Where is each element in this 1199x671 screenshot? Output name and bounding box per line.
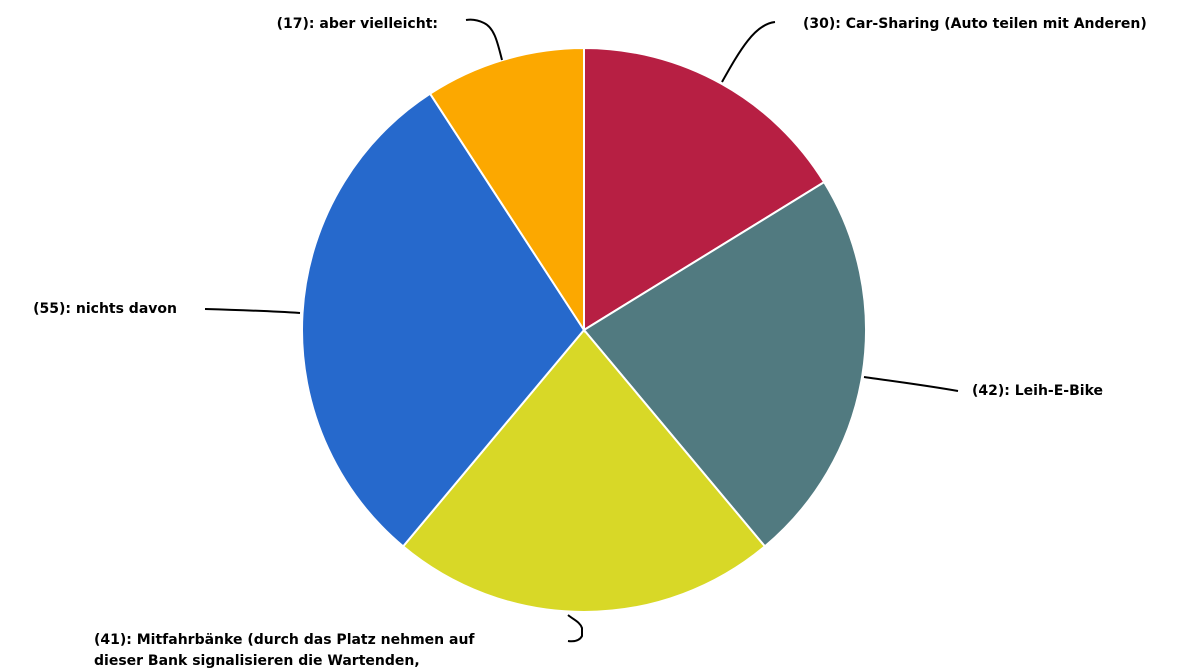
slice-nichts-davon xyxy=(301,92,586,548)
slice-aber-vielleicht xyxy=(428,46,585,334)
pie-slices xyxy=(301,46,867,613)
leader-nichts-davon xyxy=(204,308,301,314)
label-car-sharing: (30): Car-Sharing (Auto teilen mit Ander… xyxy=(803,16,1147,32)
label-mitfahrbaenke: (41): Mitfahrbänke (durch das Platz nehm… xyxy=(94,632,475,648)
slice-leih-e-bike xyxy=(582,180,867,548)
leader-car-sharing xyxy=(721,21,776,83)
label-aber-vielleicht: (17): aber vielleicht: xyxy=(277,16,438,32)
label-nichts-davon: (55): nichts davon xyxy=(33,301,177,317)
leader-leih-e-bike xyxy=(863,376,959,392)
label-mitfahrbaenke-line2: dieser Bank signalisieren die Wartenden, xyxy=(94,653,420,669)
label-leih-e-bike: (42): Leih-E-Bike xyxy=(972,383,1103,399)
slice-car-sharing xyxy=(583,46,826,332)
slice-mitfahrbaenke xyxy=(401,328,767,613)
leader-mitfahrbaenke xyxy=(567,614,583,643)
leader-aber-vielleicht xyxy=(465,18,503,61)
leader-lines xyxy=(204,18,959,643)
